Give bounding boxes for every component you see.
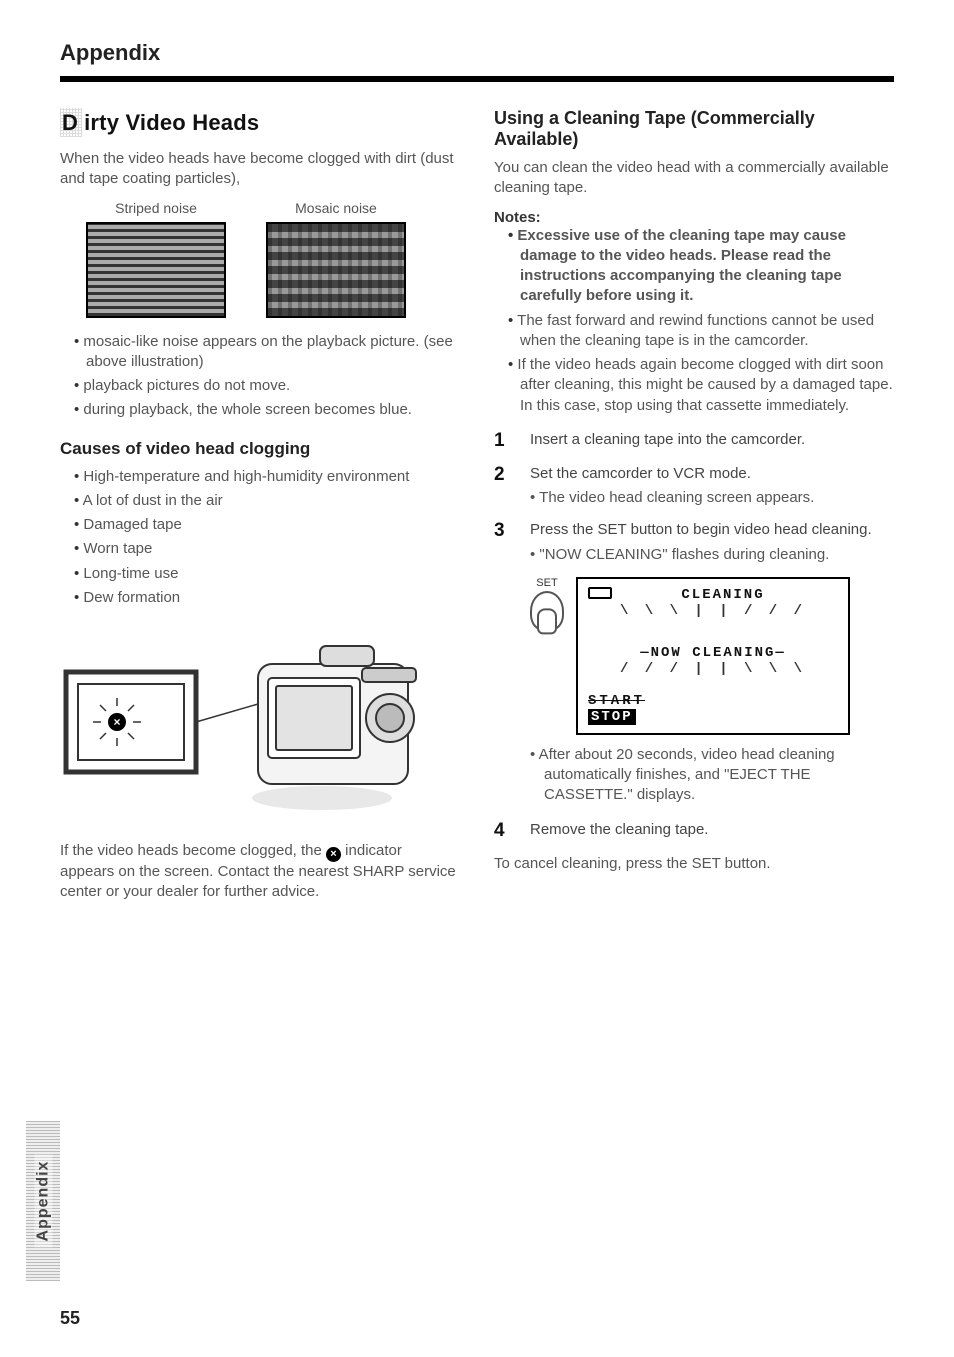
cause-item: Long-time use [74, 564, 460, 584]
striped-noise-block: Striped noise [86, 200, 226, 318]
set-button-label: SET [530, 577, 564, 589]
dirty-heads-title-rest: irty Video Heads [84, 110, 259, 135]
notes-label: Notes: [494, 209, 894, 226]
tape-icon [588, 587, 612, 599]
set-button-illustration: SET [530, 577, 564, 631]
screen-start: START [588, 693, 645, 709]
mosaic-noise-figure [266, 222, 406, 318]
mosaic-noise-label: Mosaic noise [266, 200, 406, 216]
screen-now-cleaning: —NOW CLEANING— [588, 645, 838, 661]
dirty-heads-title: Dirty Video Heads [60, 108, 460, 137]
step-2-text: Set the camcorder to VCR mode. [530, 464, 894, 484]
step-2-sub: The video head cleaning screen appears. [530, 488, 894, 508]
note-item: The fast forward and rewind functions ca… [508, 311, 894, 352]
set-knob-icon [530, 591, 564, 631]
noise-examples-row: Striped noise Mosaic noise [86, 200, 460, 318]
cause-item: High-temperature and high-humidity envir… [74, 467, 460, 487]
side-tab-label: Appendix [34, 1155, 52, 1248]
step-4-num: 4 [494, 820, 530, 842]
cause-item: Dew formation [74, 588, 460, 608]
causes-list: High-temperature and high-humidity envir… [74, 467, 460, 609]
cleaning-steps: 1 Insert a cleaning tape into the camcor… [494, 430, 894, 565]
step-3-sub: "NOW CLEANING" flashes during cleaning. [530, 545, 894, 565]
symptom-item: playback pictures do not move. [74, 376, 460, 396]
screen-rays-bot: / / / | | \ \ \ [588, 661, 838, 677]
cause-item: Worn tape [74, 539, 460, 559]
camcorder-illustration: × [62, 632, 432, 822]
cause-item: A lot of dust in the air [74, 491, 460, 511]
after-screen-bullet: After about 20 seconds, video head clean… [530, 745, 894, 806]
step-4: 4 Remove the cleaning tape. [494, 820, 894, 842]
right-column: Using a Cleaning Tape (Commercially Avai… [494, 108, 894, 913]
step-4-text: Remove the cleaning tape. [530, 820, 894, 840]
striped-noise-label: Striped noise [86, 200, 226, 216]
step-1: 1 Insert a cleaning tape into the camcor… [494, 430, 894, 452]
step-2-num: 2 [494, 464, 530, 509]
dropcap-box: D [60, 108, 82, 137]
step-1-num: 1 [494, 430, 530, 452]
dirty-heads-intro: When the video heads have become clogged… [60, 149, 460, 190]
svg-text:×: × [113, 715, 120, 729]
note-item: If the video heads again become clogged … [508, 355, 894, 416]
symptom-item: mosaic-like noise appears on the playbac… [74, 332, 460, 373]
indicator-para-a: If the video heads become clogged, the [60, 842, 326, 859]
cleaning-tape-intro: You can clean the video head with a comm… [494, 158, 894, 199]
note-item: Excessive use of the cleaning tape may c… [508, 226, 894, 307]
screen-stop: STOP [588, 709, 636, 725]
side-tab: Appendix [26, 1121, 60, 1281]
screen-title: CLEANING [608, 587, 838, 603]
error-indicator-icon: × [326, 847, 341, 862]
page-number: 55 [60, 1308, 80, 1329]
cleaning-screen: CLEANING \ \ \ | | / / / —NOW CLEANING— … [576, 577, 850, 735]
symptom-item: during playback, the whole screen become… [74, 400, 460, 420]
step-2: 2 Set the camcorder to VCR mode. The vid… [494, 464, 894, 509]
two-column-layout: Dirty Video Heads When the video heads h… [60, 108, 894, 913]
cause-item: Damaged tape [74, 515, 460, 535]
causes-title: Causes of video head clogging [60, 439, 460, 459]
step-3: 3 Press the SET button to begin video he… [494, 520, 894, 565]
closing-text: To cancel cleaning, press the SET button… [494, 854, 894, 874]
header-rule [60, 76, 894, 82]
cleaning-figure: SET CLEANING \ \ \ | | / / / —NOW CLEANI… [530, 577, 894, 735]
step-1-text: Insert a cleaning tape into the camcorde… [530, 430, 894, 450]
indicator-paragraph: If the video heads become clogged, the ×… [60, 841, 460, 903]
page-header-title: Appendix [60, 40, 894, 66]
notes-list: Excessive use of the cleaning tape may c… [508, 226, 894, 416]
dropcap-letter: D [62, 110, 78, 135]
mosaic-noise-block: Mosaic noise [266, 200, 406, 318]
step-3-num: 3 [494, 520, 530, 565]
cleaning-tape-title: Using a Cleaning Tape (Commercially Avai… [494, 108, 894, 150]
screen-start-stop: START STOP [588, 693, 838, 725]
left-column: Dirty Video Heads When the video heads h… [60, 108, 460, 913]
symptom-list: mosaic-like noise appears on the playbac… [74, 332, 460, 421]
screen-rays-top: \ \ \ | | / / / [588, 603, 838, 619]
step-3-text: Press the SET button to begin video head… [530, 520, 894, 540]
striped-noise-figure [86, 222, 226, 318]
